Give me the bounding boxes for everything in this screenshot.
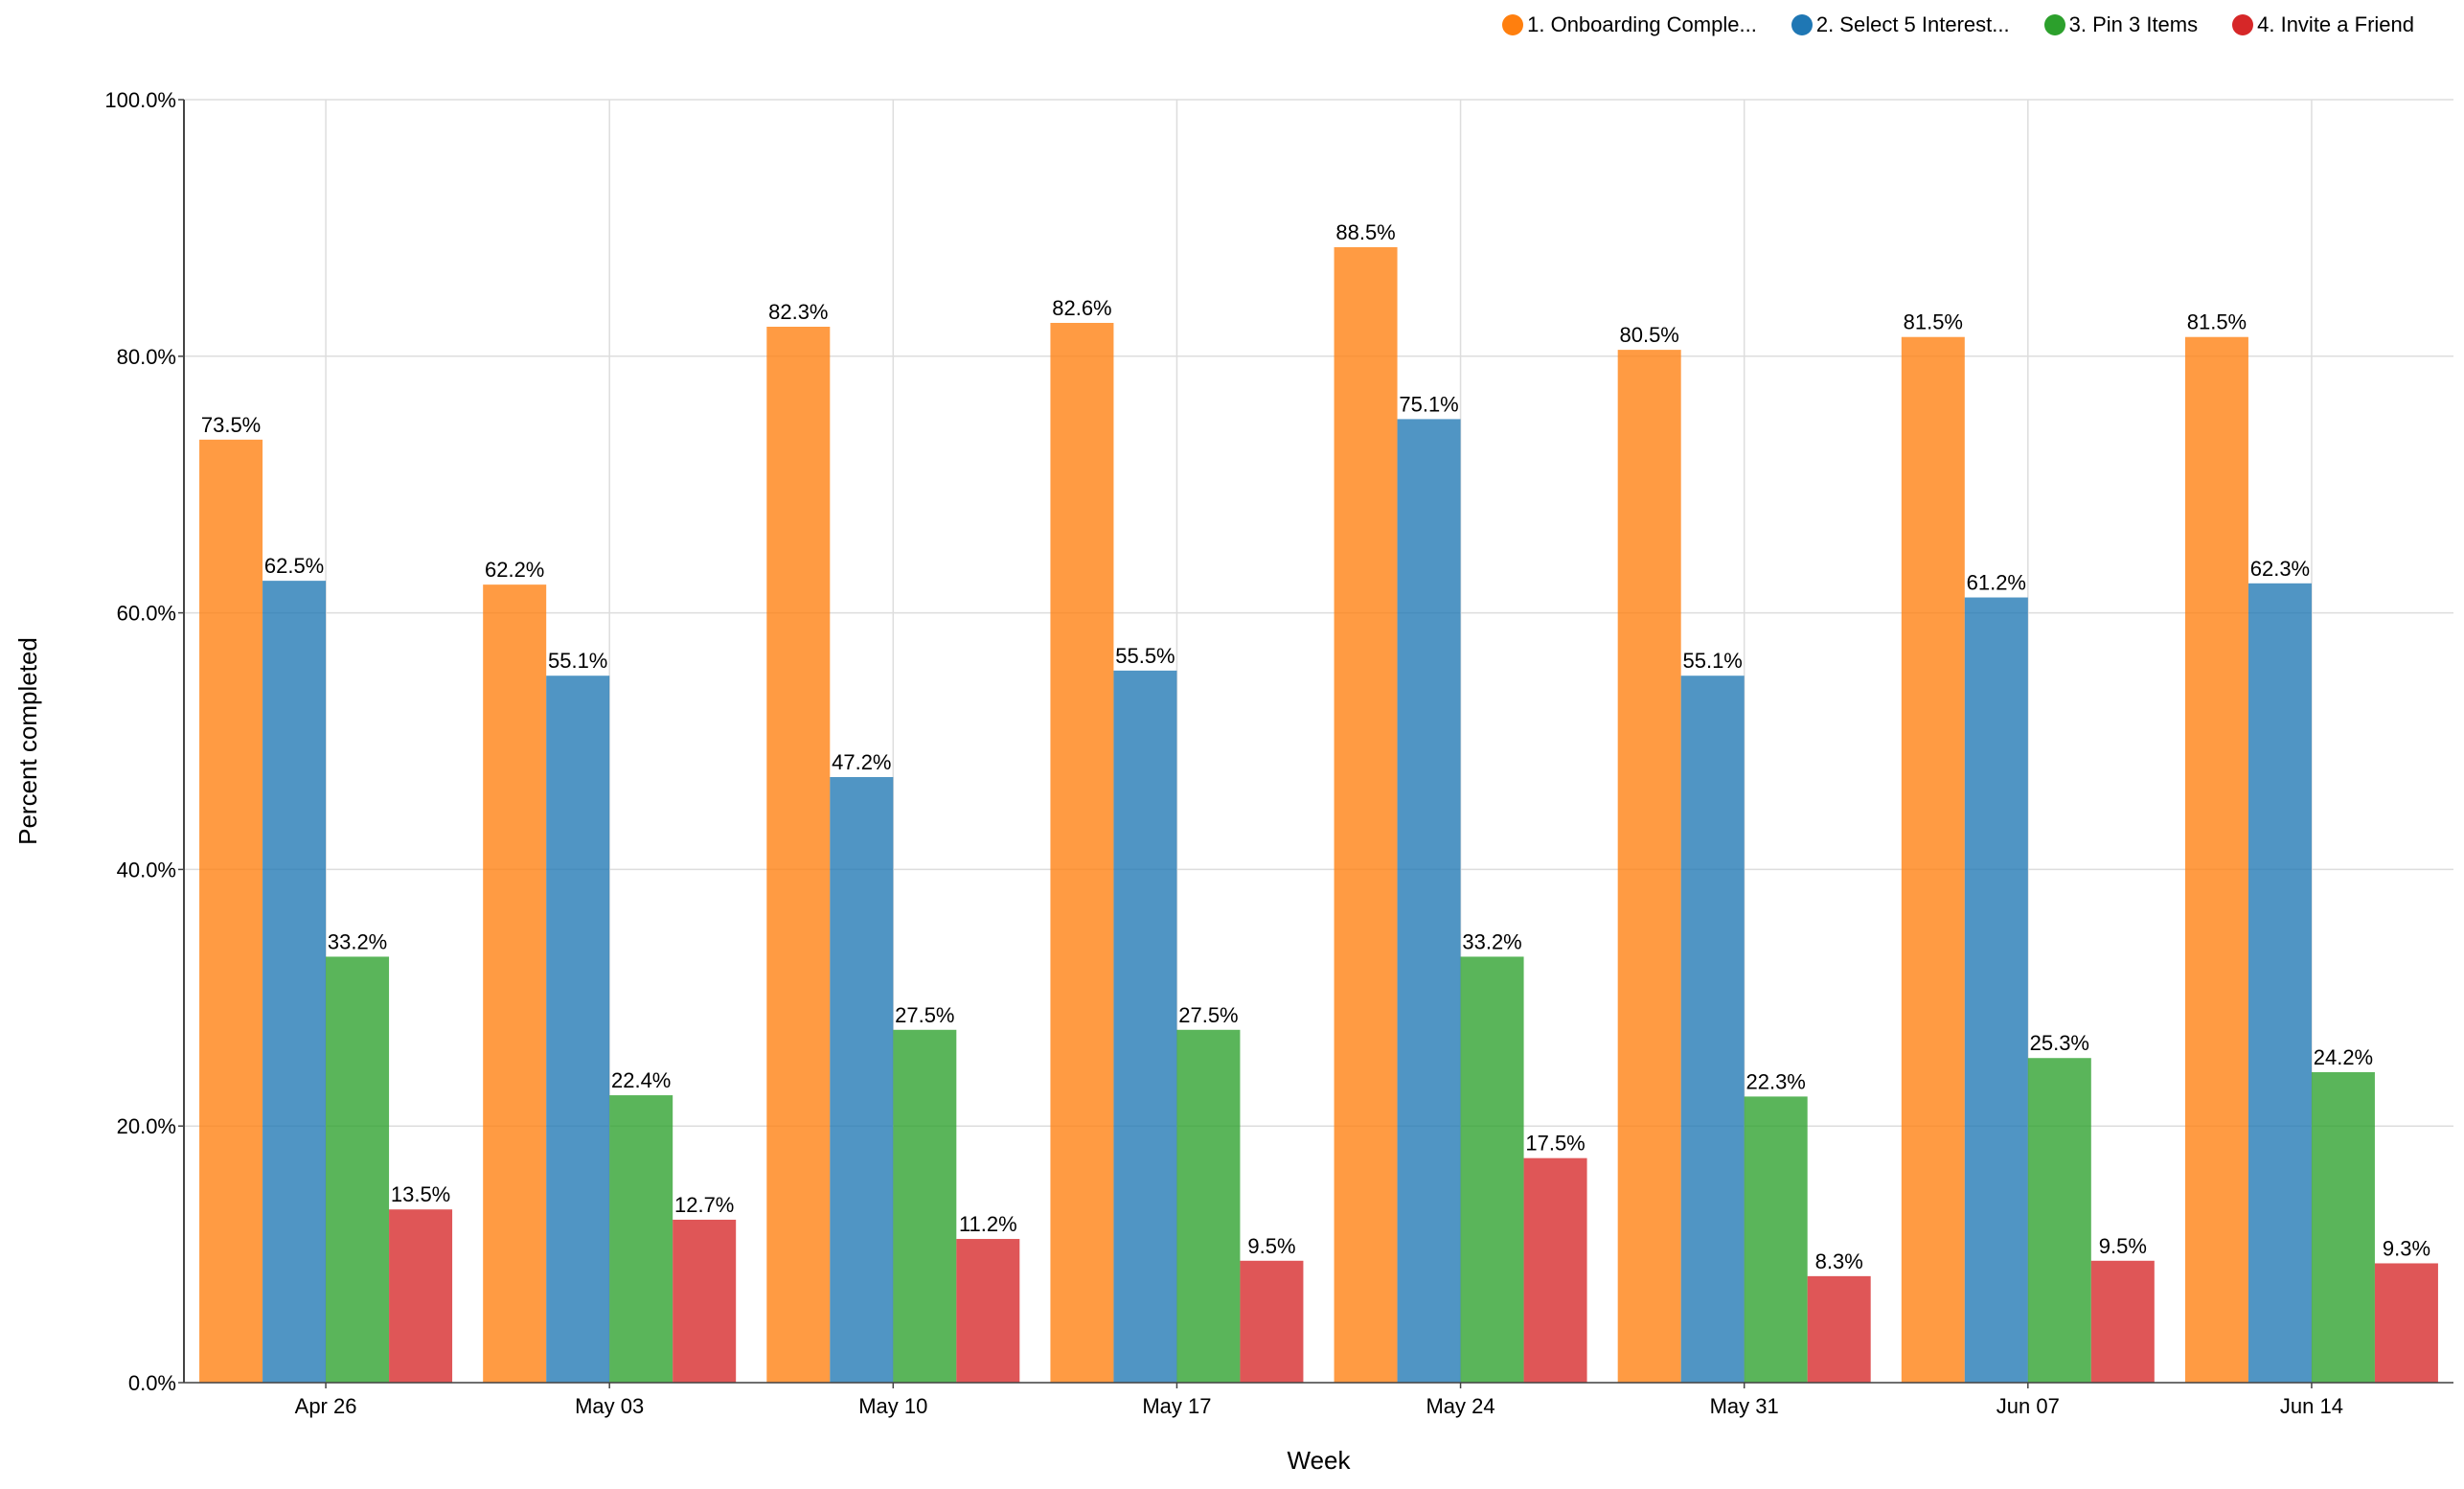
bar (2027, 1058, 2091, 1383)
bar (1176, 1029, 1241, 1383)
bar-data-label: 24.2% (2314, 1045, 2373, 1069)
bar (673, 1219, 737, 1383)
bar (1240, 1260, 1304, 1383)
y-tick-label: 100.0% (104, 88, 176, 112)
bar (1807, 1275, 1871, 1383)
bar (2247, 583, 2312, 1383)
bar-data-label: 82.6% (1052, 296, 1111, 320)
bar-data-label: 81.5% (2187, 310, 2247, 334)
bar-data-label: 62.2% (485, 558, 544, 582)
bar-data-label: 62.3% (2250, 557, 2310, 581)
bar (389, 1209, 453, 1383)
y-tick-label: 80.0% (117, 345, 176, 369)
bar (2374, 1263, 2438, 1383)
legend-item[interactable]: 3. Pin 3 Items (2043, 12, 2199, 37)
bar-data-label: 17.5% (1525, 1132, 1585, 1156)
bar-data-label: 33.2% (1462, 929, 1521, 953)
bar-data-label: 9.5% (1247, 1234, 1295, 1258)
bar-data-label: 9.3% (2383, 1236, 2430, 1260)
x-tick-label: May 31 (1710, 1394, 1779, 1418)
bar (262, 581, 327, 1383)
bar (1964, 597, 2028, 1383)
legend-swatch-icon (2232, 14, 2254, 35)
bar-data-label: 8.3% (1815, 1249, 1863, 1273)
bar-data-label: 75.1% (1399, 392, 1458, 416)
bar (199, 439, 263, 1384)
bar-data-label: 12.7% (674, 1193, 734, 1217)
x-tick-label: Jun 07 (1996, 1394, 2060, 1418)
bar-data-label: 27.5% (895, 1003, 954, 1027)
x-tick-label: May 24 (1426, 1394, 1494, 1418)
x-tick-label: Apr 26 (295, 1394, 357, 1418)
bar (1334, 246, 1398, 1383)
bar (766, 327, 831, 1384)
legend: 1. Onboarding Comple... 2. Select 5 Inter… (1502, 8, 2414, 42)
y-tick-label: 20.0% (117, 1114, 176, 1138)
bar-data-label: 61.2% (1967, 571, 2026, 595)
bar (1397, 419, 1461, 1383)
bar (1113, 670, 1177, 1383)
bar-data-label: 80.5% (1619, 323, 1678, 347)
legend-swatch-icon (1502, 14, 1524, 35)
bar-data-label: 9.5% (2099, 1234, 2147, 1258)
bar (483, 584, 547, 1383)
bar (2090, 1260, 2155, 1383)
bar-data-label: 25.3% (2030, 1031, 2089, 1055)
x-axis-title: Week (1288, 1446, 1352, 1475)
bar (956, 1239, 1020, 1383)
legend-swatch-icon (1791, 14, 1813, 35)
bar (1744, 1096, 1808, 1383)
bar-data-label: 73.5% (201, 413, 261, 437)
bar (326, 956, 390, 1383)
bar-data-label: 55.5% (1115, 644, 1175, 668)
bar-data-label: 27.5% (1178, 1003, 1238, 1027)
bar-data-label: 11.2% (959, 1212, 1017, 1236)
bar-data-label: 47.2% (832, 750, 891, 774)
bar (893, 1029, 957, 1383)
bar (1050, 322, 1114, 1384)
bar (830, 776, 894, 1383)
bar (1460, 956, 1524, 1383)
x-tick-label: May 17 (1142, 1394, 1211, 1418)
bar-data-label: 82.3% (768, 300, 828, 324)
legend-label: 4. Invite a Friend (2257, 12, 2414, 36)
legend-label: 1. Onboarding Comple... (1527, 12, 1757, 36)
bar (2311, 1071, 2375, 1383)
bar-data-label: 13.5% (391, 1182, 450, 1206)
y-axis-title: Percent completed (13, 637, 42, 845)
bar-data-label: 55.1% (548, 649, 607, 673)
bar-data-label: 88.5% (1335, 220, 1395, 244)
legend-label: 2. Select 5 Interest... (1815, 12, 2010, 36)
legend-item[interactable]: 2. Select 5 Interest... (1791, 12, 2010, 37)
bar (609, 1095, 673, 1383)
y-tick-label: 0.0% (128, 1371, 176, 1395)
bar-data-label: 22.4% (611, 1068, 671, 1092)
bar (1901, 336, 1965, 1384)
bar (1680, 676, 1745, 1383)
x-tick-label: Jun 14 (2280, 1394, 2343, 1418)
x-tick-label: May 10 (858, 1394, 927, 1418)
legend-item[interactable]: 4. Invite a Friend (2232, 12, 2414, 37)
y-tick-label: 40.0% (117, 858, 176, 882)
bar-data-label: 62.5% (264, 554, 324, 578)
legend-swatch-icon (2043, 14, 2065, 35)
bar-data-label: 55.1% (1682, 649, 1742, 673)
bar (546, 676, 610, 1383)
y-tick-label: 60.0% (117, 602, 176, 626)
bar (2184, 336, 2248, 1384)
x-tick-label: May 03 (575, 1394, 644, 1418)
bar (1523, 1157, 1587, 1383)
legend-label: 3. Pin 3 Items (2068, 12, 2199, 36)
bar-data-label: 81.5% (1904, 310, 1963, 334)
bar-data-label: 33.2% (328, 929, 387, 953)
bar (1617, 350, 1681, 1384)
legend-item[interactable]: 1. Onboarding Comple... (1502, 12, 1757, 37)
bar-data-label: 22.3% (1745, 1069, 1805, 1093)
